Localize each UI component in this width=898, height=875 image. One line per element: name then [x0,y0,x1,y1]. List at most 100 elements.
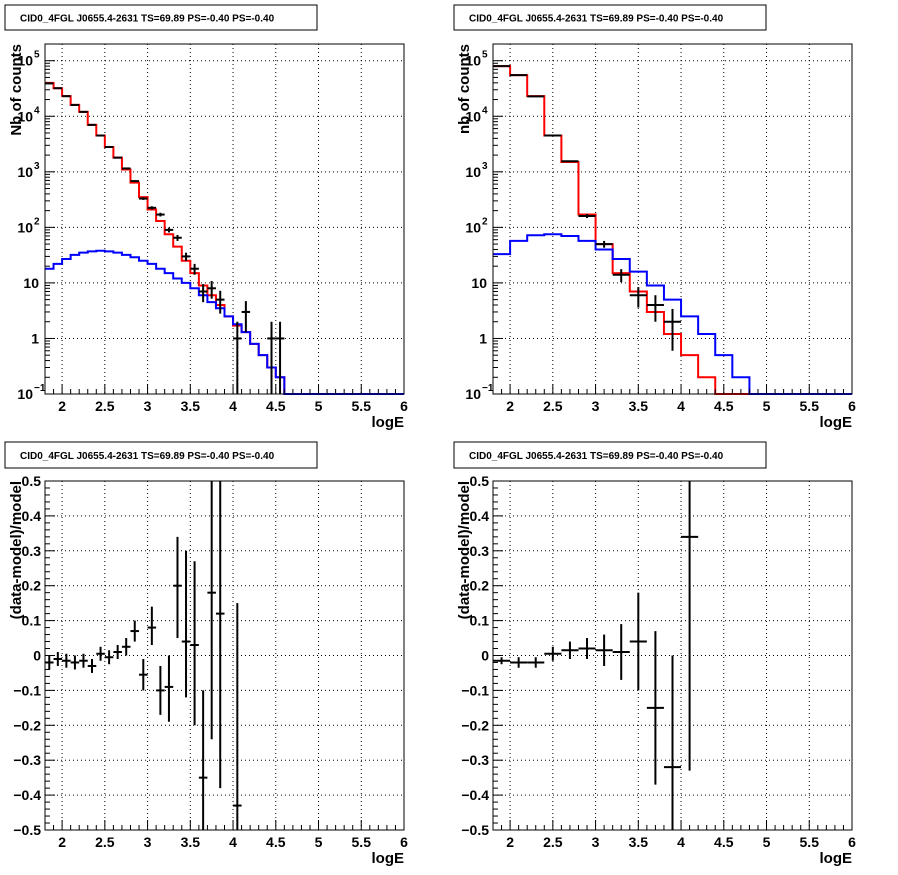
x-tick-label: 3.5 [181,398,201,414]
x-axis-title: logE [820,850,853,867]
x-tick-label: 5.5 [352,398,372,414]
x-tick-label: 3 [592,834,600,850]
y-axis-title: Nb of counts [8,44,25,136]
histogram-total-model [45,81,404,395]
y-tick-label: 10 [17,386,33,402]
y-tick-label: 0.5 [470,473,490,489]
data-point [156,665,165,715]
data-point [79,653,88,668]
data-point [215,481,225,789]
data-point [233,321,242,394]
data-point [578,214,596,219]
data-point [130,620,140,642]
chart-panel-4: 2 2.5 3 3.5 4 4.5 5 5.5 6 −0.5 −0.4 −0.3 −0.2 −0.1 0 0.… [453,441,856,867]
data-point [544,646,562,661]
data-point [104,145,114,148]
data-point [147,606,157,646]
y-tick-label: 0.1 [470,613,490,629]
data-point [578,638,596,659]
y-tick-exponent: 2 [482,216,488,227]
y-tick-label: 0 [33,648,41,664]
y-tick-label: −0.4 [461,787,489,803]
x-tick-label: 5 [315,398,323,414]
y-tick-label: −0.3 [13,752,41,768]
y-tick-label: −0.3 [461,752,489,768]
x-tick-label: 3.5 [629,398,649,414]
y-tick-label: 0 [481,648,489,664]
y-tick-label: 10 [465,108,481,124]
data-point [139,197,148,200]
y-tick-exponent: −1 [482,383,494,394]
chart-title: CID0_4FGL J0655.4-2631 TS=69.89 PS=-0.40… [469,14,724,25]
x-tick-label: 4.5 [714,398,734,414]
data-point [561,641,579,659]
x-tick-label: 4 [229,398,237,414]
title-box [453,4,767,31]
data-point [113,645,122,659]
data-point [173,234,182,241]
data-point [70,655,80,670]
data-point [96,646,105,661]
x-tick-label: 6 [848,834,856,850]
x-tick-label: 6 [848,398,856,414]
data-point [198,284,208,303]
x-tick-label: 3.5 [629,834,649,850]
x-axis-title: logE [372,414,405,431]
data-point [646,295,664,322]
chart-panel-3: 2 2.5 3 3.5 4 4.5 5 5.5 6 −0.5 −0.4 −0.3 −0.2 −0.1 0 0.… [4,441,408,867]
plot-frame [44,480,405,831]
y-tick-label: −0.5 [461,822,489,838]
y-tick-label: 10 [465,53,481,69]
data-point [181,550,191,698]
data-point [207,481,216,740]
y-tick-label: 0.4 [470,508,490,524]
data-point [139,658,148,691]
data-point [62,653,71,668]
y-tick-label: 10 [17,53,33,69]
data-point [510,657,528,668]
data-point [241,301,251,333]
data-point [96,134,105,137]
data-point [121,167,131,170]
x-tick-label: 2.5 [543,398,563,414]
data-point [681,481,699,771]
data-point [561,160,579,163]
y-tick-label: −0.2 [13,717,41,733]
data-point [612,624,630,680]
x-tick-label: 3 [144,398,152,414]
data-point [629,592,647,691]
data-point [612,269,630,283]
x-tick-label: 6 [400,398,408,414]
y-tick-exponent: 5 [34,50,40,61]
y-tick-label: 0.5 [22,473,42,489]
data-point [156,212,165,217]
y-axis-title: (data-model)/model [8,481,25,619]
chart-title: CID0_4FGL J0655.4-2631 TS=69.89 PS=-0.40… [469,451,724,462]
y-tick-exponent: 3 [482,161,488,172]
x-tick-label: 5 [763,398,771,414]
x-tick-label: 2.5 [543,834,563,850]
data-point [267,321,276,394]
chart-title: CID0_4FGL J0655.4-2631 TS=69.89 PS=-0.40… [20,451,275,462]
y-tick-exponent: 3 [34,161,40,172]
data-point [646,631,664,785]
chart-title: CID0_4FGL J0655.4-2631 TS=69.89 PS=-0.40… [20,14,275,25]
x-tick-label: 5.5 [800,834,820,850]
x-tick-label: 5 [763,834,771,850]
x-tick-label: 3 [592,398,600,414]
y-tick-label: 0.2 [22,578,42,594]
y-tick-label: −0.2 [461,717,489,733]
x-tick-label: 4.5 [714,834,734,850]
data-point [87,123,97,126]
data-point [121,638,131,656]
x-tick-label: 5.5 [352,834,372,850]
data-point [663,308,682,351]
x-tick-label: 3.5 [181,834,201,850]
y-tick-label: 10 [465,164,481,180]
y-tick-label: 10 [465,386,481,402]
data-point [190,263,199,275]
y-axis-title: nb of counts [456,44,473,134]
x-tick-label: 4.5 [266,834,286,850]
data-point [190,561,199,726]
